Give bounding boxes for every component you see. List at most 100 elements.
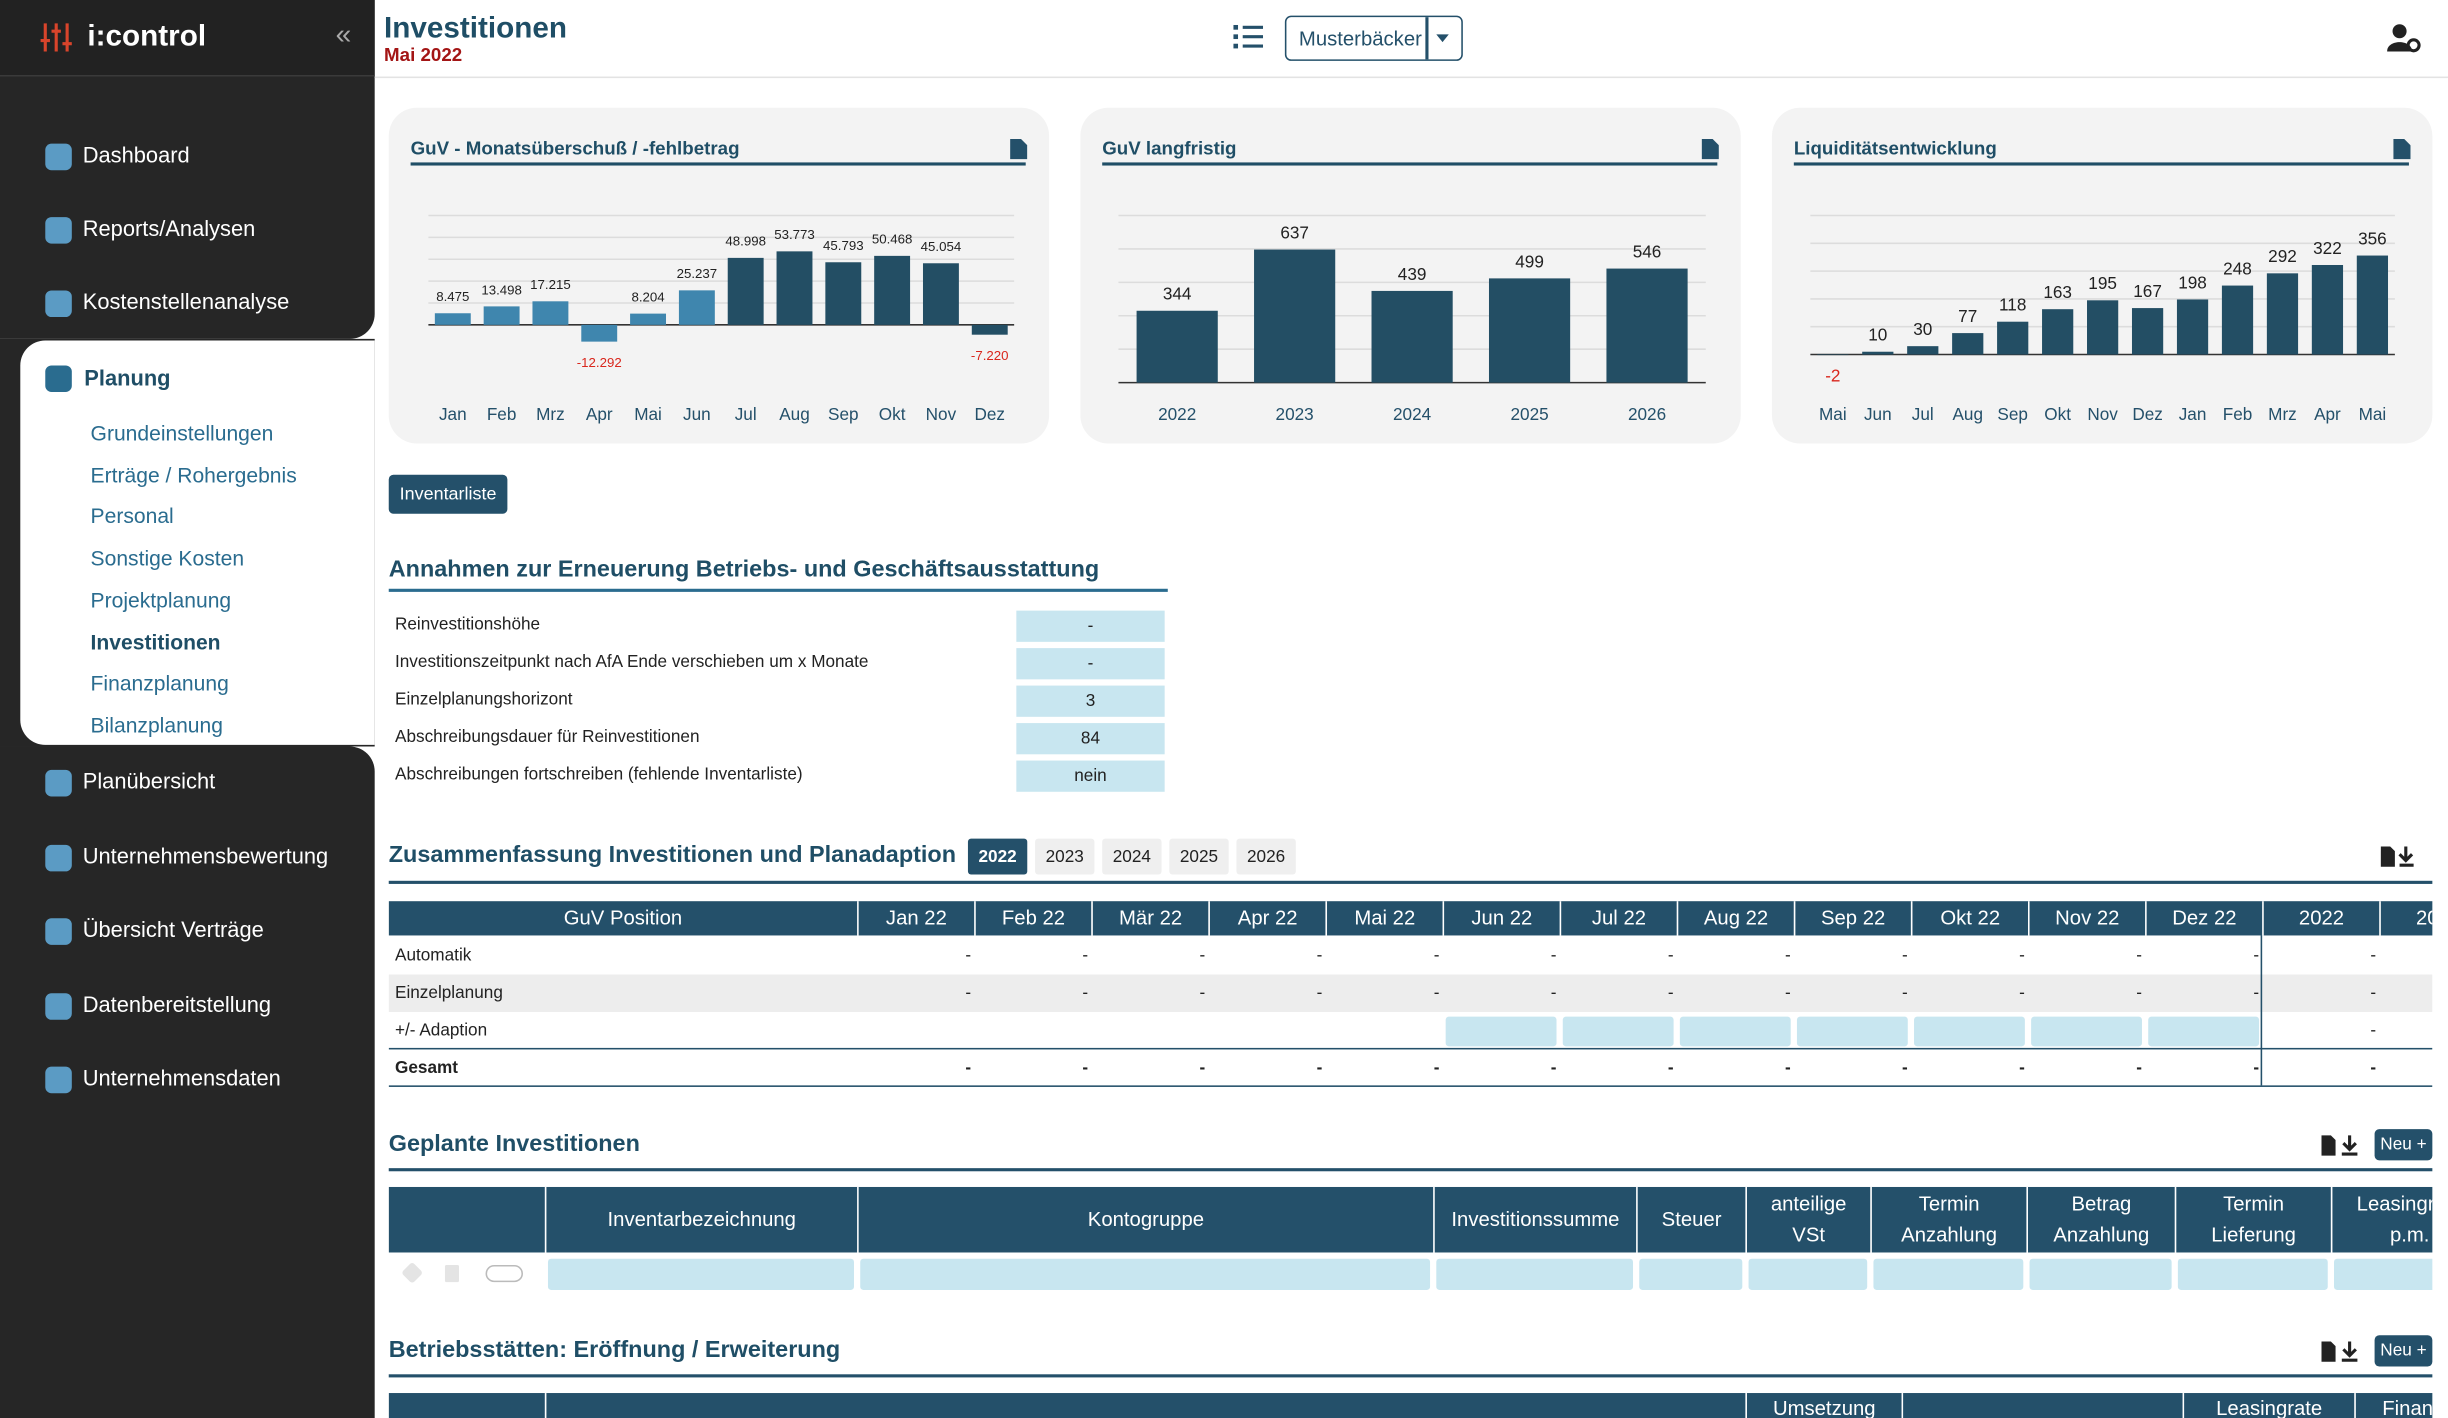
table-header: Nov 22: [2027, 901, 2146, 936]
table-header: GuV Position: [388, 901, 858, 936]
inventory-button[interactable]: Inventarliste: [388, 474, 508, 514]
pdf-icon[interactable]: [2393, 138, 2411, 160]
input-cell[interactable]: [1436, 1258, 1634, 1290]
bar: [2266, 273, 2299, 355]
export-icons[interactable]: [2320, 1340, 2373, 1363]
table-cell: -: [2253, 946, 2260, 966]
nav-item[interactable]: Planübersicht: [82, 768, 216, 794]
adaption-input[interactable]: [1445, 1016, 1557, 1047]
export-icons[interactable]: [2379, 845, 2432, 868]
bar: [2176, 299, 2209, 355]
year-tab[interactable]: 2026: [1236, 838, 1296, 875]
x-tick-label: Nov: [926, 404, 957, 424]
nav-item[interactable]: Unternehmensdaten: [82, 1065, 281, 1091]
sub-nav-item[interactable]: Personal: [90, 505, 174, 529]
pdf-icon[interactable]: [1010, 138, 1028, 160]
table-header: Betrag Anzahlung: [2026, 1186, 2175, 1253]
assumption-value[interactable]: 84: [1016, 723, 1165, 755]
input-cell[interactable]: [1639, 1258, 1743, 1290]
export-icons[interactable]: [2320, 1134, 2373, 1157]
input-cell[interactable]: [2333, 1258, 2433, 1290]
adaption-input[interactable]: [1562, 1016, 1674, 1047]
collapse-button[interactable]: «: [335, 18, 352, 50]
bar: [2221, 285, 2254, 355]
table-cell: -: [2370, 983, 2377, 1003]
assumption-value[interactable]: 3: [1016, 685, 1165, 717]
year-tab[interactable]: 2025: [1169, 838, 1229, 875]
pdf-icon[interactable]: [1701, 138, 1719, 160]
section-title: Annahmen zur Erneuerung Betriebs- und Ge…: [388, 555, 1100, 583]
year-tab[interactable]: 2023: [1035, 838, 1095, 875]
table-header: Termin Anzahlung: [1870, 1186, 2027, 1253]
input-cell[interactable]: [2177, 1258, 2328, 1290]
nav-item[interactable]: Datenbereitstellung: [82, 990, 272, 1016]
adaption-input[interactable]: [2148, 1016, 2260, 1047]
sub-nav-item[interactable]: Finanzplanung: [90, 671, 229, 696]
table-header: Mai 22: [1325, 901, 1443, 936]
nav-icon: [45, 217, 72, 244]
sites-table: Umsetzung LeasingrateFinanzierung: [388, 1393, 2433, 1418]
user-settings-icon[interactable]: [2387, 22, 2421, 53]
year-tab[interactable]: 2024: [1102, 838, 1162, 875]
row-stripe: [388, 974, 2433, 1012]
nav-group-label[interactable]: Planung: [84, 365, 171, 391]
assumption-value[interactable]: -: [1016, 610, 1165, 642]
value-label: 292: [2268, 246, 2297, 266]
adaption-input[interactable]: [2031, 1016, 2142, 1047]
x-tick-label: Mai: [2359, 404, 2387, 424]
input-cell[interactable]: [1873, 1258, 2024, 1290]
toggle[interactable]: [485, 1264, 524, 1283]
sub-nav-item[interactable]: Bilanzplanung: [90, 713, 223, 737]
x-tick-label: Mai: [634, 404, 662, 424]
assumption-value[interactable]: nein: [1016, 760, 1165, 792]
input-cell[interactable]: [2029, 1258, 2172, 1290]
nav-item[interactable]: Dashboard: [82, 142, 190, 168]
section-title: Zusammenfassung Investitionen und Planad…: [388, 841, 957, 869]
table-cell: -: [1667, 983, 1674, 1003]
x-tick-label: Mrz: [536, 404, 565, 424]
table-cell: -: [2019, 1058, 2025, 1078]
bar: [581, 324, 618, 342]
x-tick-label: Dez: [974, 404, 1005, 424]
sub-nav-item[interactable]: Projektplanung: [90, 588, 232, 612]
nav-item[interactable]: Unternehmensbewertung: [82, 842, 329, 868]
input-cell[interactable]: [860, 1258, 1431, 1290]
new-button[interactable]: Neu +: [2374, 1335, 2433, 1367]
table-cell: -: [1316, 983, 1323, 1003]
sub-nav-item[interactable]: Investitionen: [90, 630, 221, 654]
delete-icon[interactable]: [444, 1264, 459, 1283]
table-cell: -: [2370, 946, 2377, 966]
nav-item[interactable]: Kostenstellenanalyse: [82, 288, 290, 314]
table-header: Umsetzung: [1745, 1393, 1902, 1418]
nav-icon: [45, 1066, 72, 1094]
value-label: -2: [1825, 365, 1840, 385]
row-label: Gesamt: [394, 1058, 458, 1078]
table-header: anteilige VSt: [1745, 1186, 1871, 1253]
list-icon[interactable]: [1233, 23, 1264, 51]
sub-nav-item[interactable]: Grundeinstellungen: [90, 421, 274, 446]
table-header: Dez 22: [2145, 901, 2263, 936]
adaption-input[interactable]: [1679, 1016, 1791, 1047]
value-label: 30: [1913, 319, 1932, 339]
input-cell[interactable]: [547, 1258, 854, 1290]
assumption-value[interactable]: -: [1016, 648, 1165, 680]
value-label: 45.793: [823, 238, 864, 253]
nav-item[interactable]: Übersicht Verträge: [82, 916, 264, 942]
edit-icon[interactable]: [401, 1261, 424, 1284]
company-select[interactable]: Musterbäcker: [1284, 15, 1463, 61]
table-cell: -: [1199, 946, 1206, 966]
assumption-label: Investitionszeitpunkt nach AfA Ende vers…: [394, 652, 869, 672]
sub-nav-item[interactable]: Sonstige Kosten: [90, 546, 245, 571]
new-button[interactable]: Neu +: [2374, 1129, 2433, 1161]
adaption-input[interactable]: [1796, 1016, 1908, 1047]
nav-item[interactable]: Reports/Analysen: [82, 215, 256, 241]
select-divider: [1425, 17, 1428, 60]
input-cell[interactable]: [1748, 1258, 1868, 1290]
bar: [776, 251, 813, 325]
year-tab[interactable]: 2022: [967, 838, 1028, 875]
total-rule: [388, 1047, 2433, 1050]
bar: [727, 257, 764, 325]
adaption-input[interactable]: [1914, 1016, 2025, 1047]
sub-nav-item[interactable]: Erträge / Rohergebnis: [90, 463, 297, 487]
assumption-label: Reinvestitionshöhe: [394, 615, 541, 635]
